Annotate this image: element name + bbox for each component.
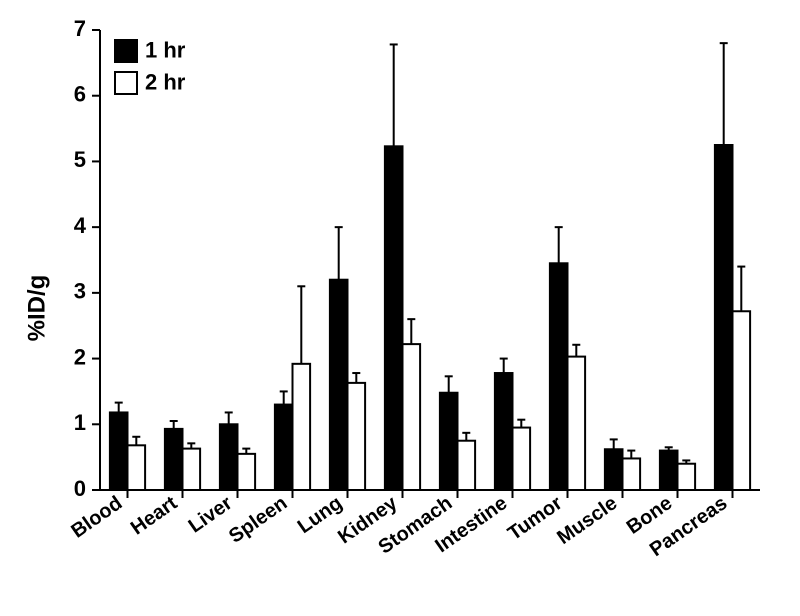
- y-tick-label: 7: [74, 16, 86, 41]
- x-tick-label: Spleen: [225, 492, 291, 548]
- bar: [458, 441, 476, 490]
- y-tick-label: 0: [74, 476, 86, 501]
- bar: [220, 424, 238, 490]
- bar: [623, 458, 641, 490]
- bar: [110, 412, 128, 490]
- y-axis-title: %ID/g: [23, 275, 51, 342]
- bar: [238, 454, 256, 490]
- y-tick-label: 5: [74, 147, 86, 172]
- chart-svg: 01234567BloodHeartLiverSpleenLungKidneyS…: [0, 0, 800, 616]
- legend-label: 2 hr: [145, 70, 186, 95]
- bar: [495, 373, 513, 490]
- bar: [605, 449, 623, 490]
- bar: [550, 263, 568, 490]
- bar: [348, 383, 366, 490]
- y-tick-label: 1: [74, 410, 86, 435]
- bar: [715, 145, 733, 490]
- bar: [678, 464, 696, 490]
- bar: [275, 405, 293, 490]
- bar: [440, 393, 458, 490]
- bar: [183, 449, 201, 490]
- y-tick-label: 4: [74, 213, 87, 238]
- x-tick-label: Muscle: [553, 492, 621, 549]
- bar: [165, 429, 183, 490]
- x-tick-label: Heart: [127, 492, 182, 540]
- bar: [128, 445, 146, 490]
- bar: [513, 428, 531, 490]
- biodistribution-chart: %ID/g 01234567BloodHeartLiverSpleenLungK…: [0, 0, 800, 616]
- bar: [293, 364, 311, 490]
- y-tick-label: 6: [74, 82, 86, 107]
- legend-label: 1 hr: [145, 38, 186, 63]
- bar: [568, 357, 586, 490]
- bar: [385, 146, 403, 490]
- legend-swatch: [115, 40, 137, 62]
- bar: [403, 344, 421, 490]
- bar: [660, 451, 678, 490]
- y-tick-label: 2: [74, 344, 86, 369]
- bar: [733, 311, 751, 490]
- legend-swatch: [115, 72, 137, 94]
- bar: [330, 280, 348, 490]
- y-tick-label: 3: [74, 279, 86, 304]
